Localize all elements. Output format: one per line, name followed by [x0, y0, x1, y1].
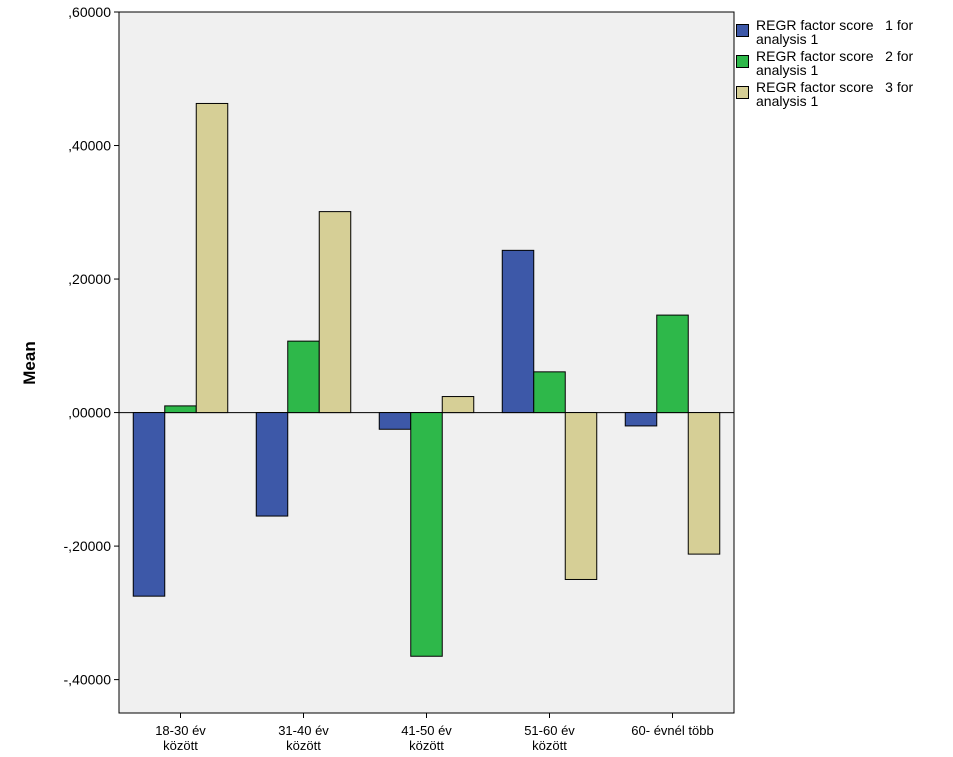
y-tick-label: ,00000: [68, 405, 111, 421]
y-axis-title: Mean: [20, 341, 39, 384]
legend-swatch: [736, 55, 749, 68]
x-category-label: 31-40 év között: [278, 723, 329, 753]
bar-series-1-cat-1: [132, 412, 166, 597]
legend-swatch: [736, 86, 749, 99]
legend-item-series-3: REGR factor score 3 for analysis 1: [736, 80, 951, 108]
bar-series-3-cat-2: [318, 211, 352, 414]
bar-series-2-cat-4: [533, 371, 566, 414]
y-tick-label: ,20000: [68, 271, 111, 287]
legend: REGR factor score 1 for analysis 1 REGR fa…: [736, 18, 951, 111]
bar-series-3-cat-4: [564, 412, 598, 580]
y-tick-label: -,20000: [64, 538, 112, 554]
bar-series-1-cat-3: [378, 412, 412, 430]
legend-label: REGR factor score 3 for: [756, 79, 914, 95]
legend-item-series-1: REGR factor score 1 for analysis 1: [736, 18, 951, 46]
y-tick-label: ,40000: [68, 138, 111, 154]
legend-label: REGR factor score 1 for: [756, 17, 914, 33]
bar-series-1-cat-4: [501, 249, 535, 414]
bar-series-2-cat-2: [287, 340, 320, 414]
bar-series-1-cat-2: [255, 412, 289, 517]
bar-series-1-cat-5: [624, 412, 658, 427]
x-category-label: 60- évnél több: [631, 723, 713, 738]
y-tick-label: -,40000: [64, 672, 112, 688]
bar-series-2-cat-1: [164, 405, 197, 414]
legend-label: analysis 1: [756, 62, 819, 78]
legend-item-series-2: REGR factor score 2 for analysis 1: [736, 49, 951, 77]
legend-label: analysis 1: [756, 31, 819, 47]
legend-swatch: [736, 24, 749, 37]
bar-series-2-cat-5: [656, 314, 689, 414]
x-category-label: 18-30 év között: [155, 723, 206, 753]
legend-label: REGR factor score 2 for: [756, 48, 914, 64]
y-tick-label: ,60000: [68, 4, 111, 20]
legend-label: analysis 1: [756, 93, 819, 109]
bar-series-2-cat-3: [410, 412, 443, 657]
bar-series-3-cat-5: [687, 412, 721, 555]
bar-series-3-cat-1: [195, 102, 229, 414]
x-category-label: 51-60 év között: [524, 723, 575, 753]
x-category-label: 41-50 év között: [401, 723, 452, 753]
bar-series-3-cat-3: [441, 396, 475, 414]
